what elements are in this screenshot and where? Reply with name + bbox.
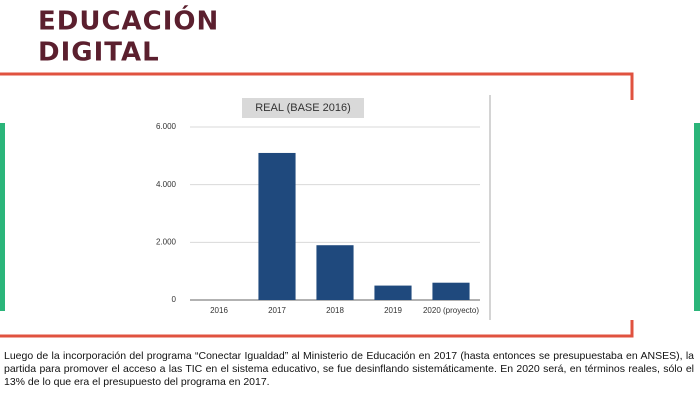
slide-title: DIGITAL	[38, 38, 160, 68]
slide-graphics: EDUCACIÓN DIGITAL REAL (BASE 2016) 0 2.00…	[0, 5, 700, 338]
y-tick-label: 0	[172, 295, 177, 304]
x-tick-label: 2019	[384, 306, 402, 315]
chart-title: REAL (BASE 2016)	[255, 102, 351, 114]
side-bar	[0, 123, 5, 311]
x-tick-label: 2017	[268, 306, 286, 315]
bar	[374, 285, 412, 300]
bar	[432, 282, 470, 300]
bar	[258, 152, 296, 300]
y-tick-label: 6.000	[156, 122, 177, 131]
y-tick-label: 4.000	[156, 180, 177, 189]
x-tick-label: 2016	[210, 306, 228, 315]
x-tick-label: 2018	[326, 306, 344, 315]
x-tick-label: 2020 (proyecto)	[423, 306, 479, 315]
slide-title: EDUCACIÓN	[38, 5, 219, 37]
y-tick-label: 2.000	[156, 237, 177, 246]
caption: Luego de la incorporación del programa “…	[4, 350, 694, 388]
bar	[316, 245, 354, 300]
chart-title-box	[242, 98, 364, 118]
frame-line	[0, 72, 634, 100]
side-bar	[694, 123, 700, 311]
frame-line	[0, 320, 634, 338]
